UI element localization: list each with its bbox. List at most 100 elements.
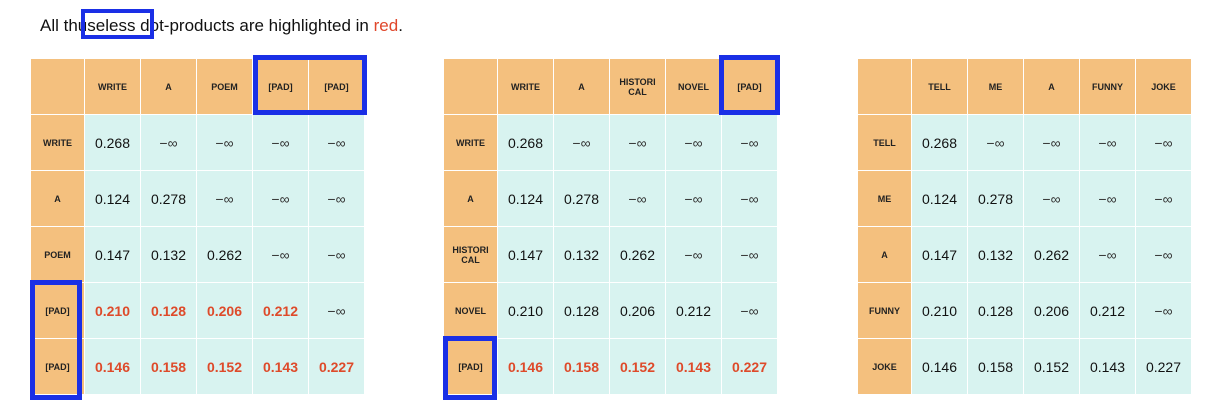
score-cell: 0.262 [1023, 226, 1080, 283]
score-cell: 0.227 [308, 338, 365, 395]
column-header: ME [967, 58, 1024, 115]
score-cell: −∞ [308, 170, 365, 227]
table-row: ME 0.124 0.278 −∞ −∞ −∞ [857, 170, 1192, 227]
score-cell: −∞ [553, 114, 610, 171]
score-cell: −∞ [1023, 170, 1080, 227]
row-header: A [30, 170, 85, 227]
caption-post: dot-products are highlighted in [140, 16, 369, 35]
caption-end: . [398, 16, 403, 35]
score-cell: 0.124 [84, 170, 141, 227]
score-cell: 0.147 [84, 226, 141, 283]
score-cell: 0.128 [553, 282, 610, 339]
score-cell: −∞ [252, 114, 309, 171]
table-row: [PAD] 0.210 0.128 0.206 0.212 −∞ [30, 282, 365, 339]
table-row: [PAD] 0.146 0.158 0.152 0.143 0.227 [443, 338, 778, 395]
score-cell: 0.158 [553, 338, 610, 395]
score-cell: 0.278 [967, 170, 1024, 227]
score-cell: 0.132 [553, 226, 610, 283]
row-header: TELL [857, 114, 912, 171]
score-cell: 0.206 [609, 282, 666, 339]
row-header: NOVEL [443, 282, 498, 339]
score-cell: 0.152 [196, 338, 253, 395]
score-cell: −∞ [1135, 282, 1192, 339]
score-cell: 0.206 [196, 282, 253, 339]
column-header: [PAD] [252, 58, 309, 115]
score-cell: 0.128 [967, 282, 1024, 339]
column-header: A [140, 58, 197, 115]
score-cell: −∞ [721, 282, 778, 339]
score-cell: 0.158 [967, 338, 1024, 395]
corner-cell [30, 58, 85, 115]
column-header: FUNNY [1079, 58, 1136, 115]
score-cell: 0.152 [609, 338, 666, 395]
score-cell: 0.262 [609, 226, 666, 283]
attention-matrix-1: WRITE A POEM [PAD] [PAD] WRITE 0.268 −∞ −∞ −∞ −∞ A 0… [30, 58, 365, 395]
table-row: POEM 0.147 0.132 0.262 −∞ −∞ [30, 226, 365, 283]
column-header: WRITE [84, 58, 141, 115]
score-cell: −∞ [196, 170, 253, 227]
score-cell: 0.152 [1023, 338, 1080, 395]
score-cell: −∞ [1023, 114, 1080, 171]
table-row: A 0.124 0.278 −∞ −∞ −∞ [443, 170, 778, 227]
score-cell: −∞ [252, 170, 309, 227]
score-cell: 0.143 [1079, 338, 1136, 395]
row-header: [PAD] [30, 338, 85, 395]
corner-cell [443, 58, 498, 115]
row-header: JOKE [857, 338, 912, 395]
row-header: FUNNY [857, 282, 912, 339]
score-cell: −∞ [665, 226, 722, 283]
row-header: POEM [30, 226, 85, 283]
caption-red-word: red [373, 16, 399, 35]
column-header: JOKE [1135, 58, 1192, 115]
score-cell: 0.212 [665, 282, 722, 339]
score-cell: −∞ [308, 226, 365, 283]
score-cell: 0.268 [497, 114, 554, 171]
score-cell: −∞ [665, 170, 722, 227]
row-header: A [443, 170, 498, 227]
score-cell: −∞ [609, 114, 666, 171]
score-cell: 0.158 [140, 338, 197, 395]
table-row: HISTORI CAL 0.147 0.132 0.262 −∞ −∞ [443, 226, 778, 283]
row-header: A [857, 226, 912, 283]
score-cell: −∞ [308, 282, 365, 339]
caption-highlight-word: useless [77, 16, 136, 35]
score-cell: 0.212 [1079, 282, 1136, 339]
score-cell: −∞ [967, 114, 1024, 171]
score-cell: 0.143 [665, 338, 722, 395]
score-cell: 0.212 [252, 282, 309, 339]
attention-matrix-2: WRITE A HISTORI CAL NOVEL [PAD] WRITE 0.268 −∞ −… [443, 58, 778, 395]
column-header: POEM [196, 58, 253, 115]
score-cell: 0.147 [911, 226, 968, 283]
row-header: ME [857, 170, 912, 227]
caption-highlight-box [81, 9, 154, 39]
table-row: WRITE 0.268 −∞ −∞ −∞ −∞ [30, 114, 365, 171]
score-cell: −∞ [609, 170, 666, 227]
score-cell: 0.278 [553, 170, 610, 227]
score-cell: 0.146 [911, 338, 968, 395]
score-cell: 0.227 [721, 338, 778, 395]
score-cell: −∞ [721, 170, 778, 227]
score-cell: −∞ [140, 114, 197, 171]
score-cell: 0.227 [1135, 338, 1192, 395]
score-cell: −∞ [1135, 226, 1192, 283]
score-cell: 0.124 [911, 170, 968, 227]
row-header: WRITE [443, 114, 498, 171]
score-cell: −∞ [1079, 114, 1136, 171]
table-row: A 0.124 0.278 −∞ −∞ −∞ [30, 170, 365, 227]
score-cell: −∞ [1135, 170, 1192, 227]
attention-matrix-3: TELL ME A FUNNY JOKE TELL 0.268 −∞ −∞ −∞ −∞ ME 0.124… [857, 58, 1192, 395]
score-cell: 0.146 [497, 338, 554, 395]
row-header: WRITE [30, 114, 85, 171]
score-cell: 0.210 [84, 282, 141, 339]
column-header: [PAD] [308, 58, 365, 115]
score-cell: 0.210 [497, 282, 554, 339]
score-cell: −∞ [308, 114, 365, 171]
table-row: WRITE 0.268 −∞ −∞ −∞ −∞ [443, 114, 778, 171]
score-cell: 0.268 [84, 114, 141, 171]
column-header: A [1023, 58, 1080, 115]
score-cell: 0.143 [252, 338, 309, 395]
row-header: [PAD] [443, 338, 498, 395]
score-cell: 0.210 [911, 282, 968, 339]
table-row: TELL 0.268 −∞ −∞ −∞ −∞ [857, 114, 1192, 171]
score-cell: 0.124 [497, 170, 554, 227]
